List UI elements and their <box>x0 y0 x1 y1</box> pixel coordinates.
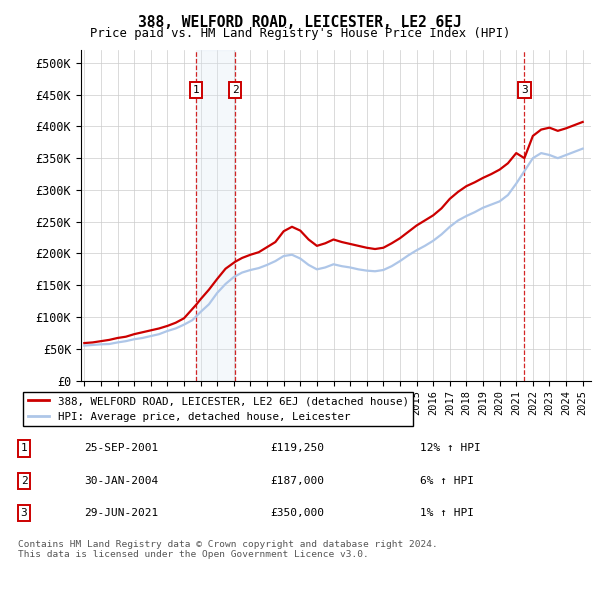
Text: £187,000: £187,000 <box>270 476 324 486</box>
Text: 1: 1 <box>193 85 199 95</box>
Text: 2: 2 <box>20 476 28 486</box>
Text: 29-JUN-2021: 29-JUN-2021 <box>84 509 158 518</box>
Text: £119,250: £119,250 <box>270 444 324 453</box>
Text: 2: 2 <box>232 85 239 95</box>
Text: 12% ↑ HPI: 12% ↑ HPI <box>420 444 481 453</box>
Bar <box>196 50 235 381</box>
Text: 1: 1 <box>20 444 28 453</box>
Text: Price paid vs. HM Land Registry's House Price Index (HPI): Price paid vs. HM Land Registry's House … <box>90 27 510 40</box>
Text: 3: 3 <box>20 509 28 518</box>
Text: 6% ↑ HPI: 6% ↑ HPI <box>420 476 474 486</box>
Text: 388, WELFORD ROAD, LEICESTER, LE2 6EJ: 388, WELFORD ROAD, LEICESTER, LE2 6EJ <box>138 15 462 30</box>
Legend: 388, WELFORD ROAD, LEICESTER, LE2 6EJ (detached house), HPI: Average price, deta: 388, WELFORD ROAD, LEICESTER, LE2 6EJ (d… <box>23 392 413 426</box>
Text: 25-SEP-2001: 25-SEP-2001 <box>84 444 158 453</box>
Text: £350,000: £350,000 <box>270 509 324 518</box>
Text: 3: 3 <box>521 85 528 95</box>
Text: Contains HM Land Registry data © Crown copyright and database right 2024.
This d: Contains HM Land Registry data © Crown c… <box>18 540 438 559</box>
Text: 1% ↑ HPI: 1% ↑ HPI <box>420 509 474 518</box>
Text: 30-JAN-2004: 30-JAN-2004 <box>84 476 158 486</box>
